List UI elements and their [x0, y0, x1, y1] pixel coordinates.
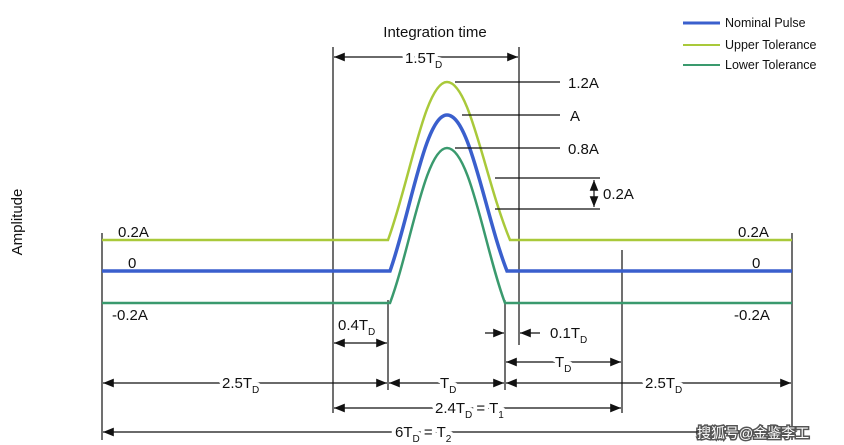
dimension-arrows: [103, 52, 791, 437]
level-label: 0.2A: [118, 224, 149, 241]
legend: Nominal Pulse Upper Tolerance Lower Tole…: [683, 16, 817, 72]
y-axis-label: Amplitude: [9, 189, 26, 256]
level-label: 0.2A: [738, 224, 769, 241]
level-label: 0: [752, 255, 760, 272]
legend-label: Lower Tolerance: [725, 58, 817, 72]
upper-tolerance: [102, 80, 792, 242]
time-label: 1.5TD: [405, 50, 442, 71]
time-label: 0.1TD: [550, 325, 587, 346]
amplitude-label: 0.8A: [568, 141, 599, 158]
nominal-pulse: [102, 113, 792, 273]
time-label: 2.5TD: [645, 375, 682, 396]
time-label: 6TD = T2: [395, 424, 452, 445]
watermark: 搜狐号@金鉴李工: [697, 425, 809, 441]
level-label: -0.2A: [112, 307, 148, 324]
reference-lines: [101, 47, 793, 440]
time-label: 2.4TD = T1: [435, 400, 504, 421]
time-label: 0.4TD: [338, 317, 375, 338]
time-label: TD: [440, 375, 456, 396]
lower-tolerance: [102, 146, 792, 305]
legend-label: Nominal Pulse: [725, 16, 806, 30]
title: Integration time: [383, 24, 486, 41]
amplitude-leaders: [455, 81, 600, 210]
time-label: TD: [555, 354, 571, 375]
level-label: -0.2A: [734, 307, 770, 324]
level-label: 0: [128, 255, 136, 272]
time-label: 2.5TD: [222, 375, 259, 396]
legend-label: Upper Tolerance: [725, 38, 817, 52]
amplitude-label: A: [570, 108, 580, 125]
amplitude-label: 0.2A: [603, 186, 634, 203]
amplitude-label: 1.2A: [568, 75, 599, 92]
